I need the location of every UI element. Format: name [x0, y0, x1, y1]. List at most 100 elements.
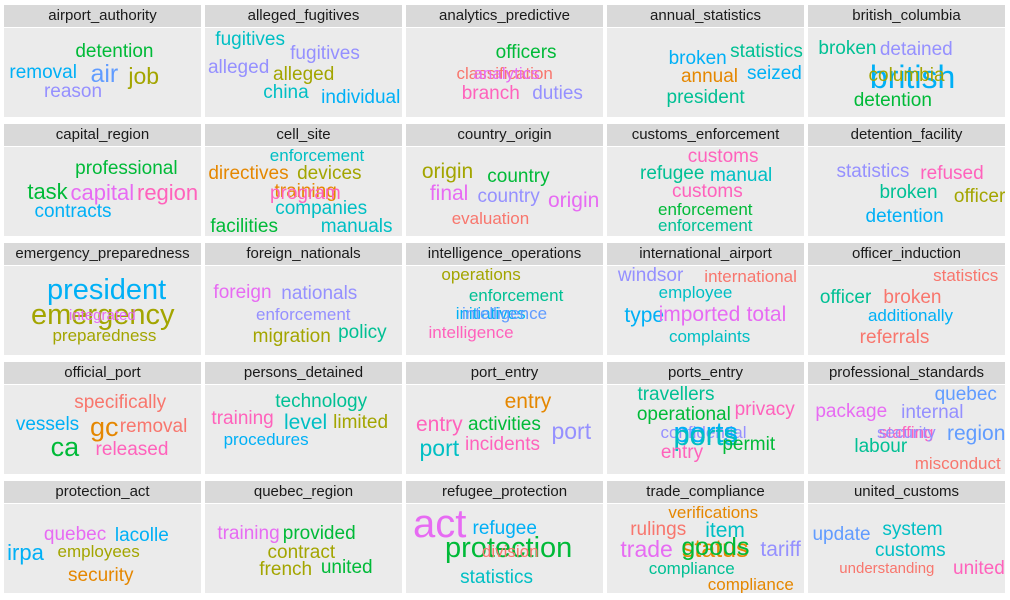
word-label: lacolle [114, 524, 169, 546]
word-label: individual [321, 86, 401, 108]
word-label: broken [818, 37, 877, 59]
word-label: provided [282, 522, 356, 544]
facet-title: quebec_region [205, 481, 402, 503]
word-label: manual [709, 164, 773, 186]
word-label: port [419, 434, 460, 461]
word-label: origin [547, 188, 600, 212]
word-label: enforcement [658, 215, 753, 235]
word-label: tariff [760, 537, 801, 561]
facet-plot-area: customs refugee manual customs enforcement en… [607, 147, 804, 236]
facet-title: capital_region [4, 124, 201, 146]
word-label: operations [441, 265, 521, 284]
facet-plot-area: officers classification analytics branch dut… [406, 28, 603, 117]
facet-title: official_port [4, 362, 201, 384]
word-label: statistics [460, 567, 533, 589]
word-label: refused [920, 163, 984, 185]
word-label: detained [879, 38, 953, 60]
facet-title: protection_act [4, 481, 201, 503]
word-label: united [320, 556, 373, 578]
word-label: customs [687, 146, 759, 167]
word-label: annual [680, 65, 738, 87]
word-label: professional [75, 157, 178, 179]
facet-plot-area: statistics refused broken officer detention [808, 147, 1005, 236]
facet-plot-area: enforcement directives devices training prog… [205, 147, 402, 236]
facet-title: cell_site [205, 124, 402, 146]
word-label: compliance [707, 575, 794, 593]
word-label: level [283, 410, 328, 434]
word-label: procedures [223, 429, 309, 449]
word-label: travellers [637, 384, 715, 406]
word-label: permit [722, 434, 776, 456]
word-label: country [477, 186, 540, 208]
word-label: migration [252, 325, 331, 347]
word-label: nationals [281, 283, 358, 305]
word-label: verifications [668, 503, 759, 522]
facet-plot-area: fugitives fugitives alleged alleged china ind… [205, 28, 402, 117]
word-label: specifically [74, 392, 167, 414]
word-label: program [269, 182, 341, 204]
word-label: goods [681, 533, 750, 562]
word-label: entry [415, 412, 463, 436]
word-label: foreign [213, 282, 272, 304]
facet-title: airport_authority [4, 5, 201, 27]
facet-plot-area: act refugee protection division statistics [406, 504, 603, 593]
word-label: task [27, 178, 68, 204]
facet-panel-foreign-nationals: foreign_nationals foreign nationals enforce… [205, 243, 402, 355]
word-label: international [704, 267, 797, 287]
word-label: update [812, 523, 871, 545]
word-label: classification [456, 63, 553, 83]
word-label: region [137, 180, 199, 206]
facet-panel-ports-entry: ports_entry travellers privacy operational c… [607, 362, 804, 474]
word-label: china [263, 81, 309, 103]
word-label: integrated [69, 307, 136, 325]
word-label: irpa [7, 539, 44, 565]
word-label: quebec [43, 523, 107, 545]
word-label: limited [333, 411, 389, 433]
word-label: statistics [836, 160, 910, 182]
facet-title: trade_compliance [607, 481, 804, 503]
word-label: enforcement [468, 285, 564, 305]
word-label: technology [275, 390, 368, 412]
word-label: entry [504, 389, 552, 413]
facet-panel-detention-facility: detention_facility statistics refused broke… [808, 124, 1005, 236]
word-label: evaluation [451, 208, 530, 228]
word-label: intelligence [428, 323, 514, 343]
word-label: capital [70, 180, 135, 206]
word-label: incidents [465, 434, 541, 456]
word-label: final [429, 181, 469, 205]
word-label: employees [57, 541, 140, 561]
facet-panel-cell-site: cell_site enforcement directives devices tra… [205, 124, 402, 236]
word-label: ports [673, 420, 738, 453]
word-label: reason [43, 80, 103, 102]
facet-plot-area: quebec package internal staffing security reg… [808, 385, 1005, 474]
word-label: vessels [15, 413, 80, 435]
word-label: enforcement [256, 305, 351, 325]
word-label: customs [874, 539, 946, 561]
facet-panel-emergency-preparedness: emergency_preparedness president emergency… [4, 243, 201, 355]
word-label: training [211, 408, 274, 430]
word-label: broken [883, 286, 942, 308]
facet-title: british_columbia [808, 5, 1005, 27]
word-label: security [877, 422, 936, 442]
word-label: directives [208, 163, 289, 185]
word-label: statistics [933, 266, 999, 286]
word-label: trade [620, 535, 673, 562]
word-label: branch [461, 83, 520, 105]
word-label: duties [532, 83, 583, 105]
word-label: british [869, 58, 956, 95]
word-label: united [953, 557, 1005, 579]
facet-plot-area: travellers privacy operational confidential… [607, 385, 804, 474]
facet-panel-united-customs: united_customs update system customs underst… [808, 481, 1005, 593]
word-label: origin [421, 159, 474, 183]
facet-title: country_origin [406, 124, 603, 146]
facet-title: analytics_predictive [406, 5, 603, 27]
word-label: president [666, 86, 745, 108]
word-label: statistics [730, 40, 803, 62]
word-label: country [487, 165, 550, 187]
facet-title: annual_statistics [607, 5, 804, 27]
word-label: complaints [668, 326, 751, 346]
word-label: employee [658, 283, 733, 303]
facet-plot-area: statistics broken seized annual president [607, 28, 804, 117]
word-label: system [882, 519, 943, 541]
